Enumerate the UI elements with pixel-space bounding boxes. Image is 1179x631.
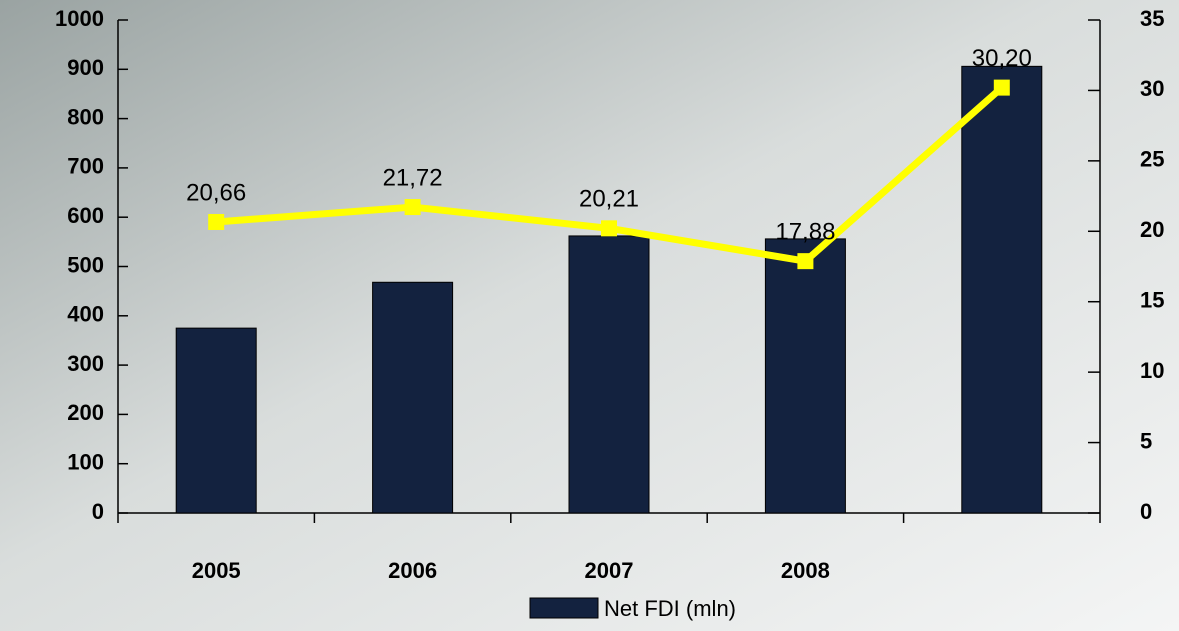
y2-tick-label: 20: [1140, 217, 1164, 242]
y2-tick-label: 5: [1140, 428, 1152, 453]
legend-label: Net FDI (mln): [604, 596, 736, 621]
bar: [372, 281, 454, 514]
data-label: 21,72: [383, 164, 443, 191]
x-tick-label: 2007: [585, 558, 634, 583]
y-tick-label: 700: [67, 154, 104, 179]
bar: [961, 65, 1043, 514]
x-tick-label: 2008: [781, 558, 830, 583]
data-label: 20,66: [186, 179, 246, 206]
y2-tick-label: 25: [1140, 147, 1164, 172]
x-tick-label: 2006: [388, 558, 437, 583]
y-tick-label: 100: [67, 450, 104, 475]
bar: [175, 327, 257, 514]
line-marker: [797, 253, 814, 270]
data-label: 17,88: [775, 218, 835, 245]
line-marker: [404, 199, 421, 216]
line-marker: [993, 79, 1010, 96]
x-tick-label: 2005: [192, 558, 241, 583]
y-tick-label: 300: [67, 351, 104, 376]
y2-tick-label: 15: [1140, 288, 1164, 313]
data-label: 30,20: [972, 45, 1032, 72]
line-marker: [601, 220, 617, 237]
y-tick-label: 600: [67, 203, 104, 228]
y-tick-label: 500: [67, 252, 104, 277]
y-tick-label: 0: [92, 499, 104, 524]
y-tick-label: 200: [67, 400, 104, 425]
y-tick-label: 400: [67, 302, 104, 327]
y2-tick-label: 0: [1140, 499, 1152, 524]
bar: [764, 238, 846, 514]
y-tick-label: 900: [67, 55, 104, 80]
y2-tick-label: 10: [1140, 358, 1164, 383]
y2-tick-label: 30: [1140, 76, 1164, 101]
y2-tick-label: 35: [1140, 6, 1164, 31]
line-marker: [208, 213, 225, 230]
y-tick-label: 800: [67, 104, 104, 129]
legend-swatch: [529, 597, 599, 619]
data-label: 20,21: [579, 186, 639, 213]
y-tick-label: 1000: [55, 6, 104, 31]
bar: [568, 235, 650, 514]
